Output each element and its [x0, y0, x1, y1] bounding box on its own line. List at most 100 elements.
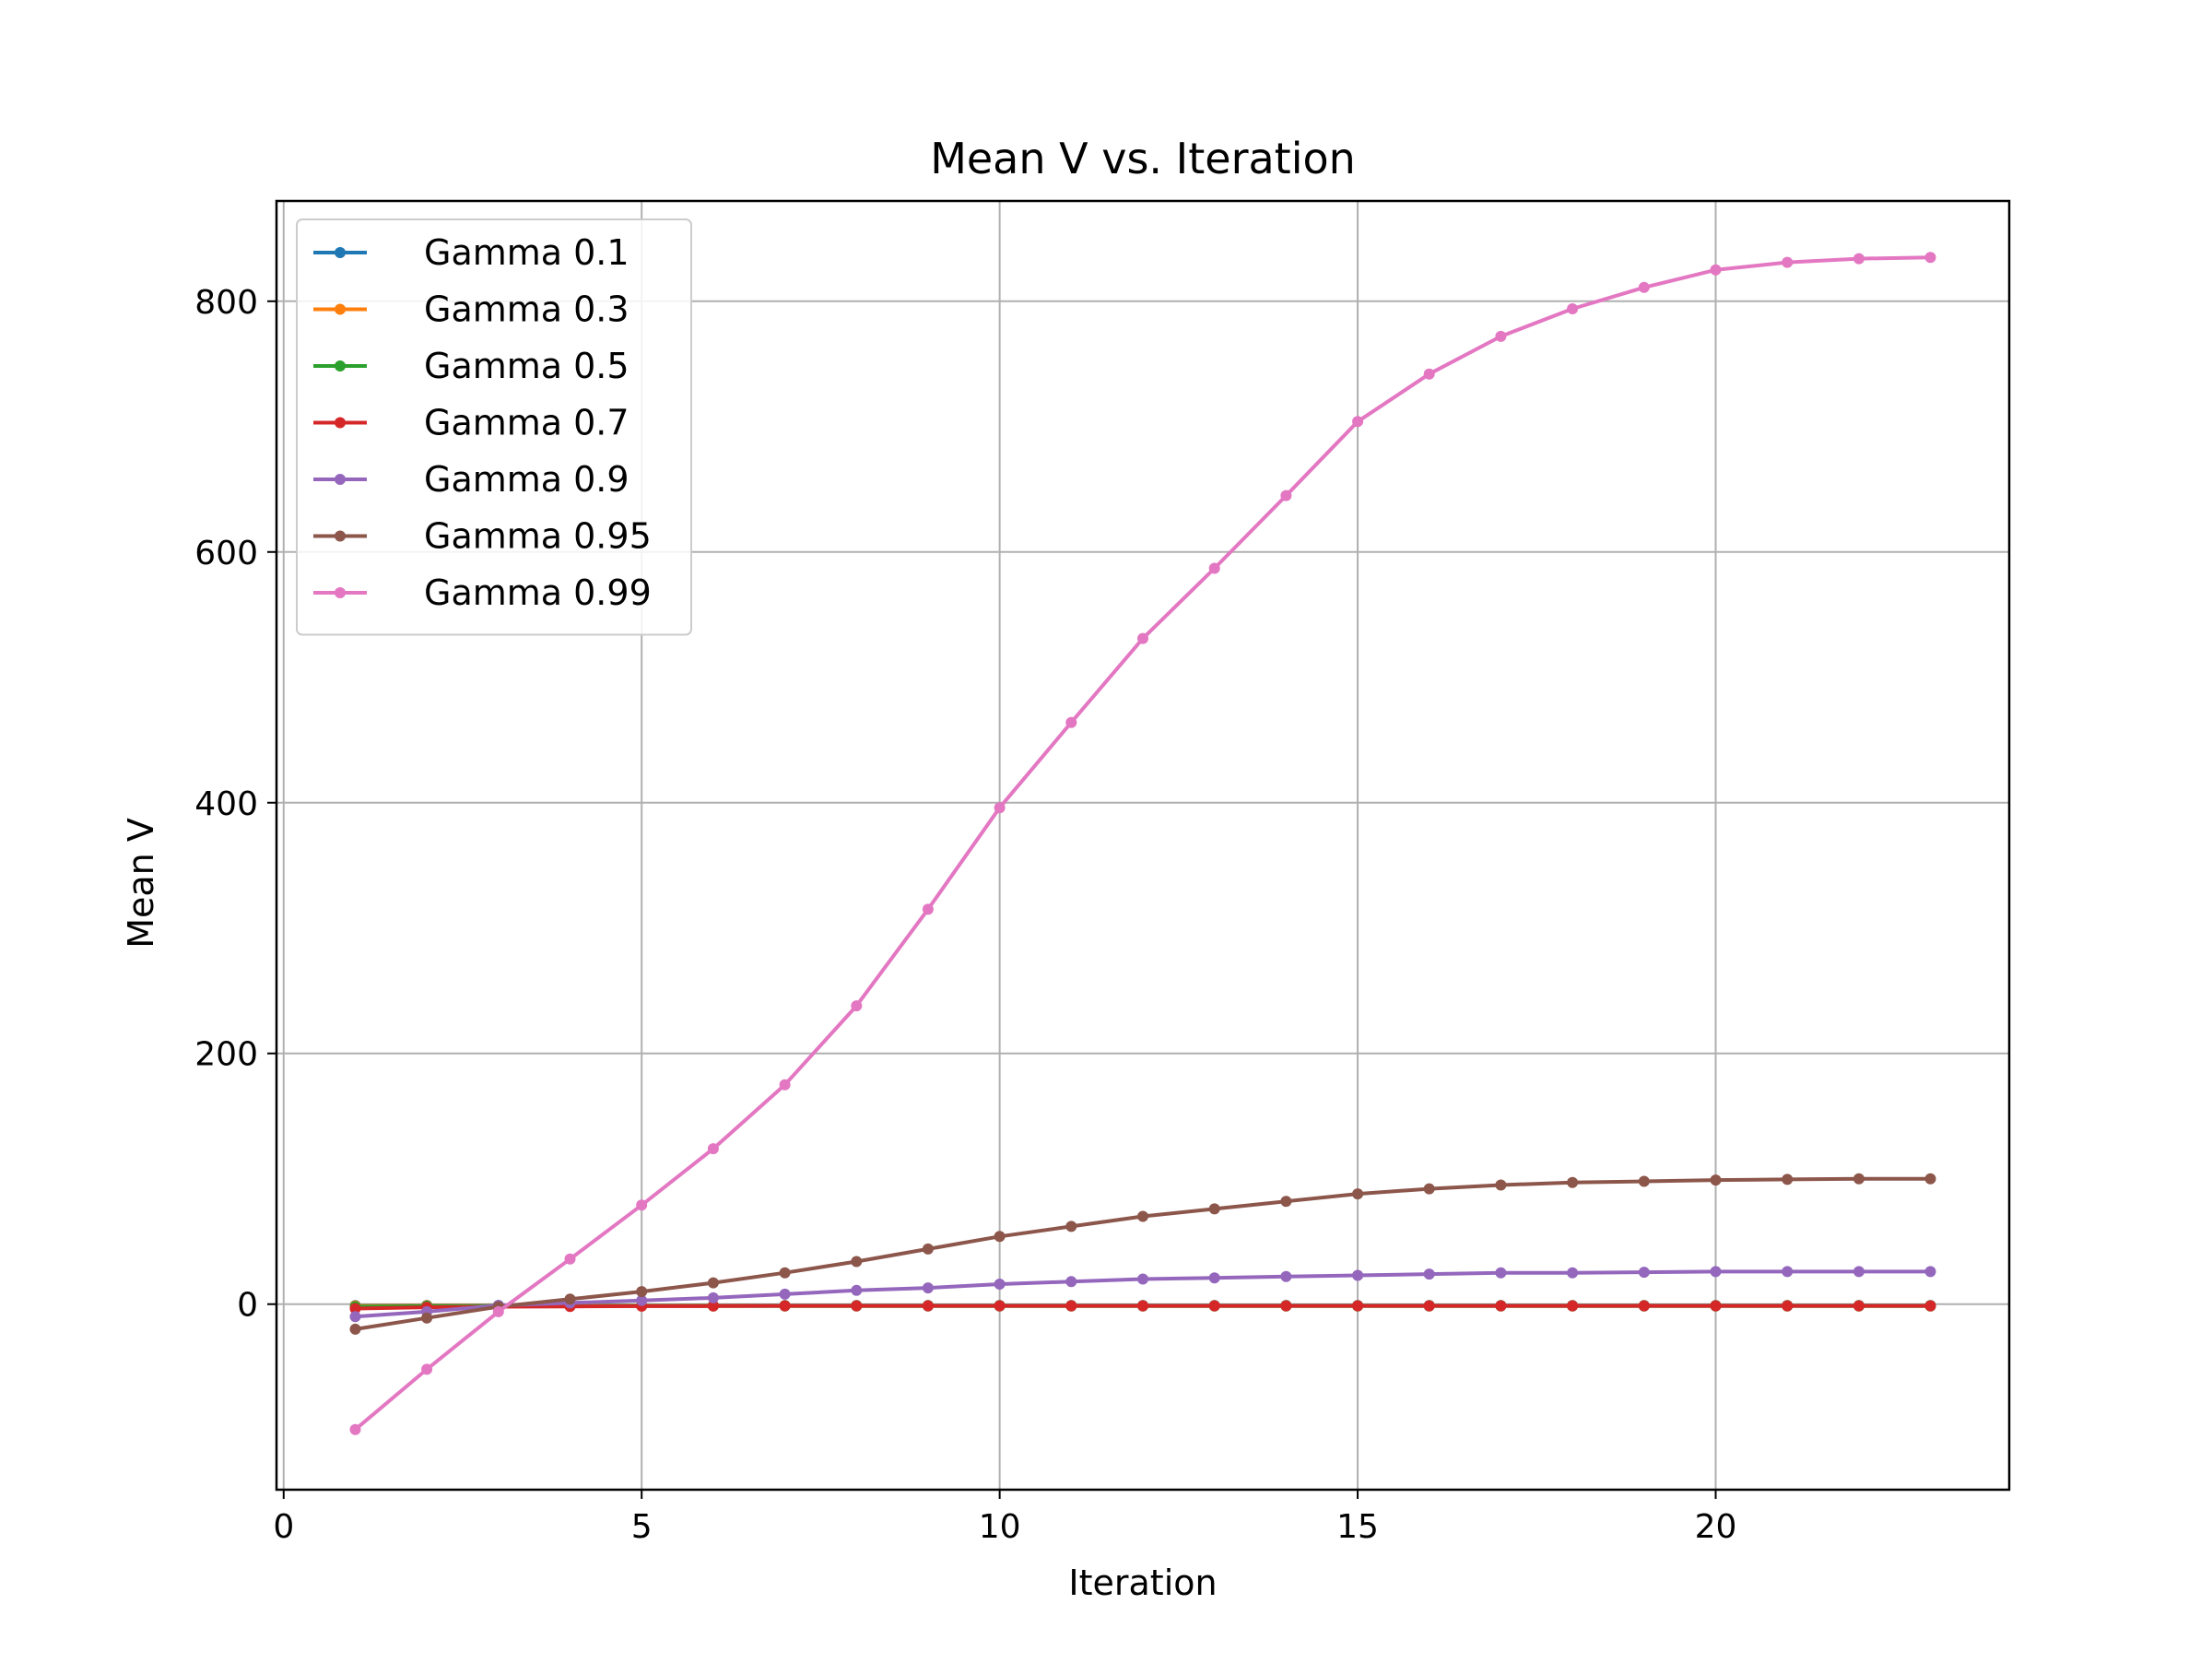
data-point: [1424, 369, 1435, 380]
legend-marker: [335, 587, 346, 598]
data-point: [1495, 1268, 1506, 1279]
data-point: [1424, 1301, 1435, 1312]
data-point: [780, 1301, 791, 1312]
legend-marker: [335, 304, 346, 315]
data-point: [780, 1289, 791, 1300]
data-point: [1280, 1271, 1291, 1282]
data-point: [1280, 1301, 1291, 1312]
data-point: [350, 1324, 361, 1335]
data-point: [1065, 1276, 1077, 1287]
data-point: [1925, 252, 1936, 263]
data-point: [1209, 1203, 1220, 1214]
data-point: [1925, 1174, 1936, 1185]
data-point: [565, 1293, 576, 1304]
data-point: [1352, 1270, 1363, 1281]
y-axis-label: Mean V: [121, 818, 161, 949]
data-point: [1137, 1274, 1148, 1285]
data-point: [1352, 416, 1363, 427]
data-point: [1782, 257, 1793, 268]
data-point: [1137, 1301, 1148, 1312]
data-point: [565, 1254, 576, 1265]
data-point: [923, 1301, 934, 1312]
data-point: [708, 1143, 719, 1154]
data-point: [1065, 1301, 1077, 1312]
y-tick-label: 800: [194, 284, 258, 322]
data-point: [1495, 331, 1506, 342]
legend-label: Gamma 0.9: [424, 459, 629, 500]
legend-marker: [335, 247, 346, 258]
data-point: [1567, 1301, 1578, 1312]
chart-title: Mean V vs. Iteration: [930, 134, 1356, 183]
data-point: [1065, 1221, 1077, 1232]
x-tick-label: 0: [273, 1508, 294, 1546]
data-point: [1280, 1196, 1291, 1207]
data-point: [994, 802, 1006, 813]
data-point: [1925, 1301, 1936, 1312]
data-point: [1711, 1266, 1722, 1277]
data-point: [1639, 1301, 1650, 1312]
data-point: [1639, 1267, 1650, 1278]
data-point: [994, 1231, 1006, 1242]
data-point: [636, 1286, 647, 1297]
x-axis-label: Iteration: [1068, 1563, 1217, 1603]
legend-label: Gamma 0.5: [424, 346, 629, 386]
x-tick-label: 5: [631, 1508, 653, 1546]
x-tick-label: 15: [1336, 1508, 1379, 1546]
data-point: [1495, 1301, 1506, 1312]
legend-marker: [335, 418, 346, 429]
data-point: [1639, 1176, 1650, 1187]
data-point: [421, 1363, 432, 1374]
data-point: [1209, 1272, 1220, 1283]
data-point: [923, 903, 934, 914]
legend-label: Gamma 0.3: [424, 289, 629, 330]
data-point: [493, 1306, 504, 1317]
data-point: [1137, 633, 1148, 644]
legend-marker: [335, 474, 346, 485]
data-point: [708, 1278, 719, 1289]
legend: Gamma 0.1 Gamma 0.3 Gamma 0.5 Gamma 0.7 Gamm…: [297, 219, 691, 635]
data-point: [1639, 282, 1650, 293]
data-point: [1137, 1211, 1148, 1222]
x-tick-label: 10: [979, 1508, 1021, 1546]
data-point: [350, 1311, 361, 1322]
x-tick-label: 20: [1695, 1508, 1737, 1546]
data-point: [1853, 1301, 1865, 1312]
data-point: [708, 1292, 719, 1303]
data-point: [1495, 1180, 1506, 1191]
data-point: [1711, 265, 1722, 276]
data-point: [851, 1285, 862, 1296]
data-point: [780, 1268, 791, 1279]
data-point: [1280, 490, 1291, 501]
data-point: [1567, 1177, 1578, 1188]
data-point: [923, 1282, 934, 1293]
data-point: [1782, 1174, 1793, 1185]
data-point: [780, 1079, 791, 1091]
y-tick-label: 400: [194, 785, 258, 823]
data-point: [851, 1301, 862, 1312]
y-tick-label: 0: [237, 1287, 258, 1325]
y-tick-label: 600: [194, 535, 258, 572]
data-point: [1782, 1266, 1793, 1277]
data-point: [350, 1424, 361, 1435]
legend-label: Gamma 0.99: [424, 572, 652, 613]
data-point: [994, 1301, 1006, 1312]
data-point: [1567, 303, 1578, 314]
data-point: [1424, 1184, 1435, 1195]
data-point: [1853, 1266, 1865, 1277]
data-point: [1567, 1268, 1578, 1279]
legend-label: Gamma 0.95: [424, 516, 652, 557]
data-point: [1711, 1301, 1722, 1312]
data-point: [1711, 1174, 1722, 1185]
data-point: [1925, 1266, 1936, 1277]
data-point: [1853, 1174, 1865, 1185]
data-point: [923, 1244, 934, 1255]
data-point: [1853, 254, 1865, 265]
legend-label: Gamma 0.1: [424, 232, 629, 273]
data-point: [1352, 1301, 1363, 1312]
legend-label: Gamma 0.7: [424, 403, 629, 443]
data-point: [1352, 1188, 1363, 1199]
data-point: [994, 1279, 1006, 1290]
y-tick-label: 200: [194, 1036, 258, 1074]
